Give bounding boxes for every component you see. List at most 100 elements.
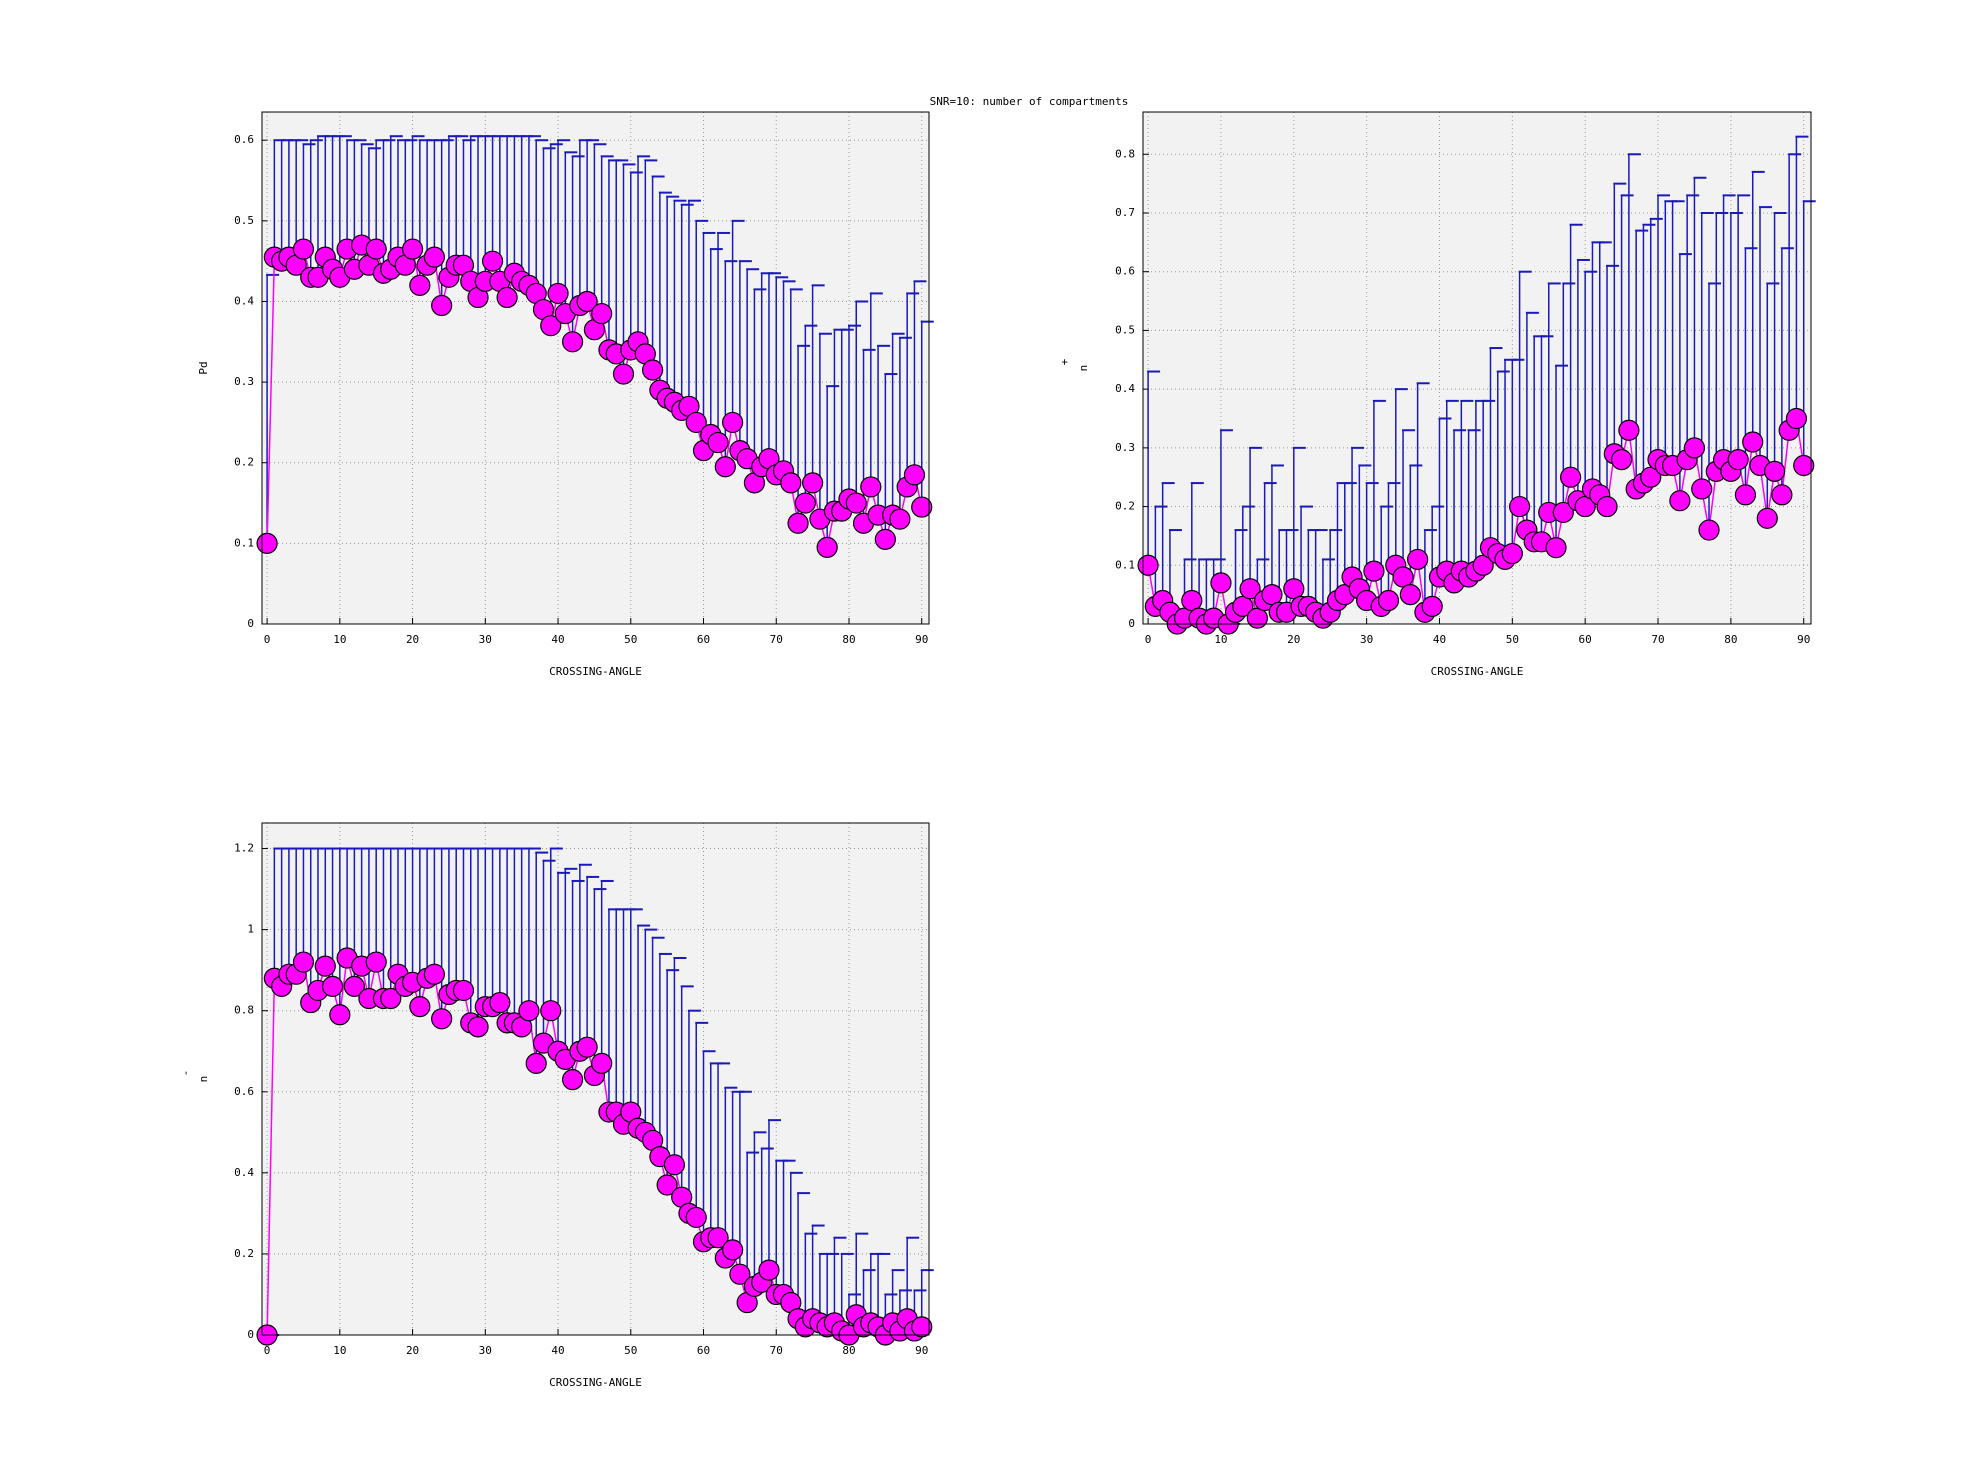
x-tick-label: 70 xyxy=(1651,633,1664,646)
y-tick-label: 0.8 xyxy=(1115,147,1135,160)
marker xyxy=(780,472,802,494)
marker xyxy=(1509,495,1531,518)
marker xyxy=(329,1004,351,1026)
plot-area xyxy=(262,112,929,624)
marker xyxy=(889,508,911,530)
marker xyxy=(431,1008,453,1030)
marker xyxy=(641,359,664,381)
x-tick-label: 40 xyxy=(1433,633,1446,646)
marker xyxy=(663,1154,686,1176)
marker xyxy=(903,464,926,486)
y-tick-label: 0 xyxy=(1128,617,1135,630)
marker xyxy=(1377,589,1400,612)
y-axis-label-superscript: + xyxy=(1058,358,1071,365)
y-tick-label: 0.6 xyxy=(234,1085,254,1098)
marker xyxy=(1596,495,1618,518)
x-tick-label: 0 xyxy=(264,1344,271,1357)
marker xyxy=(1552,501,1574,524)
x-tick-label: 50 xyxy=(624,633,637,646)
marker xyxy=(1421,595,1443,617)
marker xyxy=(256,532,278,554)
x-tick-label: 80 xyxy=(1724,633,1737,646)
y-tick-label: 1 xyxy=(247,923,254,936)
marker xyxy=(860,476,882,498)
marker xyxy=(1683,437,1706,459)
marker xyxy=(911,496,933,518)
marker xyxy=(707,431,729,454)
marker xyxy=(1669,490,1691,512)
marker xyxy=(1785,407,1808,430)
y-tick-label: 0 xyxy=(247,1328,254,1341)
x-tick-label: 0 xyxy=(1145,633,1152,646)
x-tick-label: 60 xyxy=(697,1344,710,1357)
y-axis-label-superscript: - xyxy=(179,1070,192,1077)
marker xyxy=(591,302,613,325)
marker xyxy=(540,1000,562,1022)
y-axis-label: n xyxy=(197,1076,210,1083)
marker xyxy=(452,979,475,1002)
x-tick-label: 70 xyxy=(770,1344,783,1357)
marker xyxy=(540,315,562,337)
marker xyxy=(1618,419,1640,441)
x-tick-label: 50 xyxy=(1506,633,1519,646)
y-tick-label: 0.2 xyxy=(234,456,254,469)
marker xyxy=(518,1000,540,1022)
y-axis-label: Pd xyxy=(197,361,210,374)
y-tick-label: 1.2 xyxy=(234,842,254,855)
x-tick-label: 90 xyxy=(915,633,928,646)
marker xyxy=(1698,519,1720,541)
figure-title: SNR=10: number of compartments xyxy=(930,95,1129,108)
y-axis-label: n xyxy=(1077,365,1090,372)
marker xyxy=(707,1227,729,1249)
marker xyxy=(1727,448,1749,471)
marker xyxy=(576,290,598,313)
plot-area xyxy=(1143,112,1811,624)
x-tick-label: 80 xyxy=(842,1344,855,1357)
x-tick-label: 20 xyxy=(406,1344,419,1357)
plot-frame xyxy=(261,111,930,625)
marker xyxy=(1763,460,1786,482)
marker xyxy=(365,238,387,260)
y-tick-label: 0.8 xyxy=(234,1004,254,1017)
x-tick-label: 40 xyxy=(551,1344,564,1357)
marker xyxy=(467,1016,489,1038)
y-tick-label: 0.6 xyxy=(234,133,254,146)
x-tick-label: 80 xyxy=(842,633,855,646)
marker xyxy=(874,528,896,550)
marker xyxy=(845,492,867,514)
y-tick-label: 0 xyxy=(247,617,254,630)
marker xyxy=(1283,578,1305,600)
y-tick-label: 0.6 xyxy=(1115,265,1135,278)
marker xyxy=(1399,584,1421,606)
y-tick-label: 0.2 xyxy=(1115,500,1135,513)
x-axis-label: CROSSING-ANGLE xyxy=(549,665,642,678)
marker xyxy=(380,987,402,1010)
y-tick-label: 0.5 xyxy=(234,214,254,227)
marker xyxy=(1734,484,1757,506)
marker xyxy=(1756,507,1778,529)
marker xyxy=(794,492,816,514)
marker xyxy=(722,1239,744,1261)
marker xyxy=(1246,607,1268,629)
plot-frame xyxy=(261,822,930,1336)
marker xyxy=(612,363,635,385)
marker xyxy=(496,286,518,309)
marker xyxy=(431,294,453,317)
x-tick-label: 30 xyxy=(479,1344,492,1357)
x-tick-label: 60 xyxy=(1579,633,1592,646)
marker xyxy=(1392,566,1414,588)
marker xyxy=(343,975,365,997)
x-tick-label: 10 xyxy=(333,633,346,646)
y-tick-label: 0.4 xyxy=(234,294,254,307)
marker xyxy=(481,250,504,272)
marker xyxy=(758,1259,780,1281)
marker xyxy=(816,536,838,559)
marker xyxy=(401,238,424,260)
marker xyxy=(423,963,445,985)
marker xyxy=(1560,466,1582,488)
marker xyxy=(1545,537,1567,559)
marker xyxy=(911,1316,933,1338)
marker xyxy=(409,274,431,296)
marker xyxy=(1407,548,1429,571)
